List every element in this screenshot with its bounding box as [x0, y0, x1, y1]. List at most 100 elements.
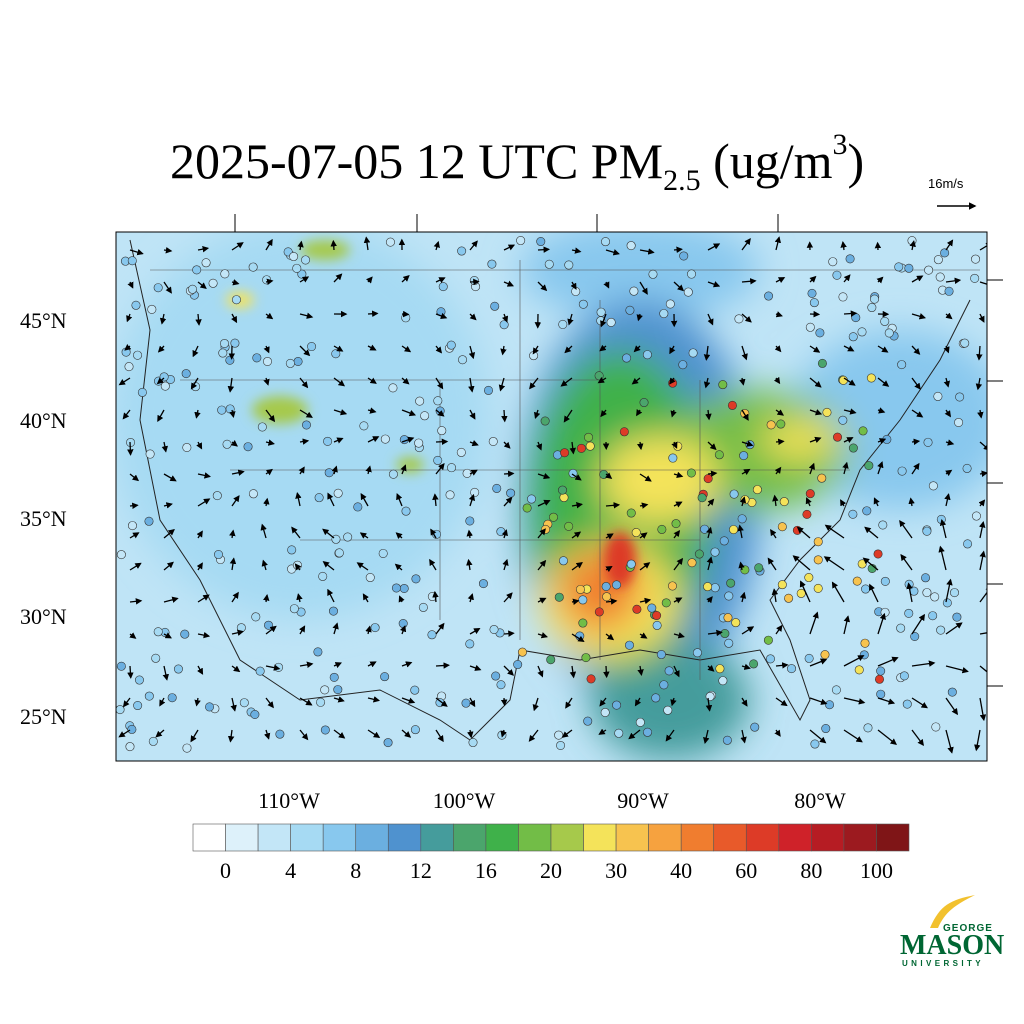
wind-arrow	[296, 593, 303, 603]
wind-arrow	[599, 697, 607, 707]
wind-arrow	[363, 236, 371, 251]
station	[876, 666, 886, 676]
wind-arrow	[739, 377, 746, 386]
wind-arrow	[775, 624, 783, 635]
station	[293, 356, 303, 366]
wind-arrow	[808, 462, 815, 475]
wind-arrow	[192, 345, 199, 358]
station	[807, 288, 817, 298]
wind-arrow	[911, 409, 924, 418]
station	[896, 623, 906, 633]
wind-arrow	[469, 628, 481, 635]
station	[813, 555, 823, 565]
wind-arrow	[227, 377, 235, 393]
wind-arrow	[571, 633, 585, 643]
station	[264, 620, 274, 630]
wind-arrow	[561, 729, 573, 738]
station	[940, 248, 950, 258]
wind-arrow	[298, 466, 305, 475]
station	[370, 623, 380, 633]
wind-arrow	[569, 441, 576, 455]
wind-arrow	[196, 562, 203, 571]
station	[600, 707, 610, 717]
station	[151, 653, 161, 663]
wind-arrow	[707, 470, 718, 477]
station	[880, 576, 890, 586]
station	[845, 254, 855, 264]
wind-arrow	[799, 580, 811, 603]
wind-arrow	[294, 563, 302, 571]
station	[921, 573, 931, 583]
wind-arrow	[673, 665, 680, 678]
wind-arrow	[560, 377, 573, 387]
station	[133, 350, 143, 360]
wind-arrow	[906, 582, 913, 603]
wind-arrow	[333, 437, 344, 444]
station	[192, 265, 202, 275]
wind-arrow	[979, 585, 987, 603]
station	[749, 659, 759, 669]
station	[754, 563, 764, 573]
wind-arrow	[537, 281, 548, 292]
wind-arrow	[401, 729, 412, 738]
station	[343, 532, 353, 542]
station	[554, 730, 564, 740]
station	[601, 237, 611, 247]
wind-arrow	[469, 469, 478, 476]
station	[899, 671, 909, 681]
station	[213, 550, 223, 560]
wind-arrow	[197, 594, 210, 603]
station	[729, 525, 739, 535]
wind-arrow	[469, 697, 476, 708]
wind-arrow	[639, 532, 648, 539]
wind-arrow	[163, 528, 175, 539]
wind-arrow	[565, 697, 573, 709]
wind-arrow	[737, 524, 744, 539]
wind-arrow	[197, 665, 204, 675]
station	[301, 255, 311, 265]
wind-arrow	[739, 591, 747, 603]
wind-arrow	[843, 310, 858, 317]
wind-arrow	[537, 528, 546, 539]
wind-arrow	[877, 407, 886, 414]
wind-arrow	[974, 729, 981, 752]
station	[301, 420, 311, 430]
wind-arrow	[468, 377, 475, 393]
wind-arrow	[707, 441, 717, 451]
station	[516, 236, 526, 246]
station	[766, 420, 776, 430]
longitude-label: 100°W	[433, 788, 496, 813]
station	[248, 489, 258, 499]
station	[642, 350, 652, 360]
station	[933, 391, 943, 401]
colorbar-box	[778, 823, 812, 852]
wind-arrow	[469, 439, 479, 447]
wind-arrow	[196, 530, 203, 539]
wind-arrow	[265, 409, 276, 423]
wind-arrow	[975, 377, 983, 391]
wind-arrow	[943, 345, 950, 354]
wind-arrow	[395, 532, 403, 540]
station	[576, 443, 586, 453]
wind-arrow	[265, 439, 275, 446]
wind-arrow	[401, 661, 413, 668]
station	[596, 307, 606, 317]
wind-arrow	[796, 526, 811, 539]
station	[487, 259, 497, 269]
station	[612, 700, 622, 710]
station	[832, 270, 842, 280]
station	[817, 473, 827, 483]
wind-arrow	[498, 377, 506, 392]
wind-arrow	[503, 630, 515, 637]
wind-arrow	[532, 345, 539, 355]
wind-arrow	[401, 274, 410, 283]
station	[815, 328, 825, 338]
station	[560, 448, 570, 458]
station	[388, 469, 398, 479]
wind-arrow	[792, 555, 811, 571]
station	[147, 304, 157, 314]
wind-arrow	[707, 281, 721, 288]
wind-arrow	[401, 345, 412, 353]
station	[687, 269, 697, 279]
wind-arrow	[741, 313, 752, 323]
